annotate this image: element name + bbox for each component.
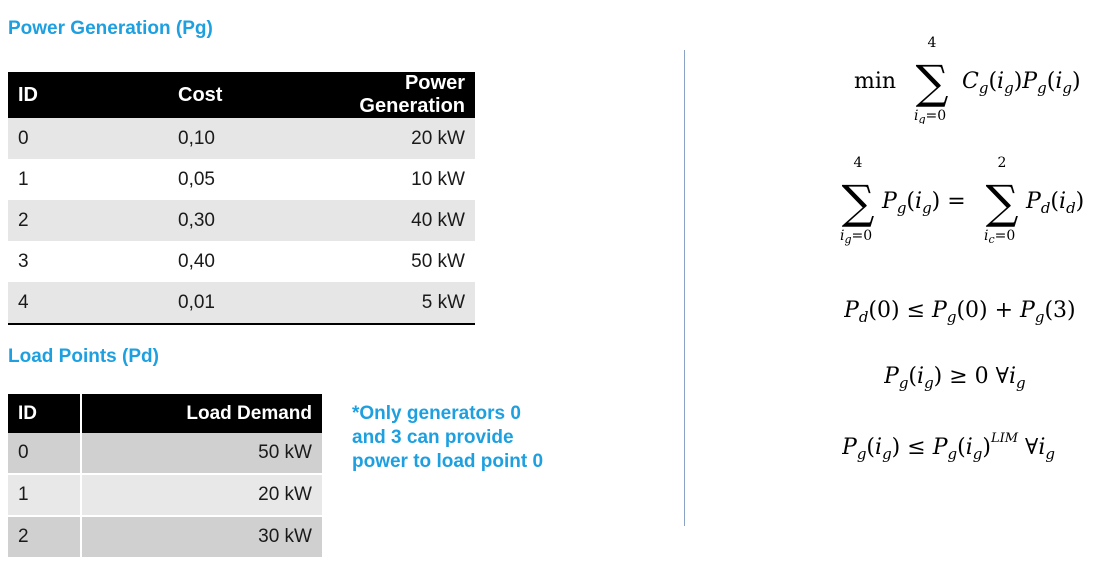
col-cost-header: Cost — [178, 72, 298, 118]
cell-load: 50 kW — [80, 433, 322, 475]
cell-power: 20 kW — [298, 118, 475, 159]
limit-formula: Pg(ig) ≤ Pg(ig)LIM ∀ig — [842, 431, 1055, 463]
cell-id: 4 — [8, 282, 178, 325]
table-row: 0 50 kW — [8, 433, 322, 475]
col-power-header: Power Generation — [298, 72, 475, 118]
limit-text: Pg(ig) ≤ Pg(ig)LIM ∀ig — [842, 431, 1055, 463]
cell-cost: 0,10 — [178, 118, 298, 159]
cell-load: 20 kW — [80, 474, 322, 517]
cell-power: 5 kW — [298, 282, 475, 325]
table-row: 1 0,05 10 kW — [8, 159, 475, 200]
cell-cost: 0,05 — [178, 168, 215, 190]
note-line: *Only generators 0 — [352, 403, 521, 424]
cell-id: 2 — [8, 200, 178, 241]
cell-id: 0 — [8, 433, 81, 475]
table-row: 2 0,30 40 kW — [8, 200, 475, 241]
cell-id: 0 — [8, 118, 178, 159]
min-operator: min — [854, 69, 896, 94]
balance-left: Pg(ig) = — [881, 189, 966, 217]
sum-symbol: ∑ — [916, 55, 949, 109]
sum-upper-limit: 4 — [928, 35, 937, 51]
sum2-lower-limit: ic=0 — [984, 228, 1015, 246]
load-constraint-text: Pd(0) ≤ Pg(0) + Pg(3) — [844, 298, 1076, 326]
table-row: 2 30 kW — [8, 516, 322, 559]
cell-id: 2 — [8, 516, 81, 559]
cell-id: 1 — [8, 474, 81, 517]
nonnegativity-formula: Pg(ig) ≥ 0 ∀ig — [884, 364, 1026, 392]
cell-cost: 0,30 — [178, 200, 298, 241]
load-constraint-formula: Pd(0) ≤ Pg(0) + Pg(3) — [844, 298, 1076, 326]
sum1-symbol: ∑ — [842, 175, 875, 229]
sum2-upper-limit: 2 — [998, 155, 1007, 171]
sum2-symbol: ∑ — [986, 175, 1019, 229]
table-row: 3 0,40 50 kW — [8, 241, 475, 282]
cell-cost: 0,40 — [178, 250, 215, 272]
objective-body: Cg(ig)Pg(ig) — [962, 69, 1081, 97]
col-load-header: Load Demand — [80, 394, 322, 433]
nonnegativity-text: Pg(ig) ≥ 0 ∀ig — [884, 364, 1026, 392]
balance-right: Pd(id) — [1025, 189, 1084, 217]
objective-formula: min 4 ∑ ig=0 Cg(ig)Pg(ig) — [854, 35, 1081, 124]
sum1-upper-limit: 4 — [854, 155, 863, 171]
note-line: and 3 can provide — [352, 427, 514, 448]
table-row: 1 20 kW — [8, 474, 322, 517]
note-line: power to load point 0 — [352, 451, 544, 472]
cell-id: 1 — [18, 168, 29, 190]
cell-load: 30 kW — [80, 516, 322, 559]
col-id-header: ID — [8, 394, 81, 433]
cell-cost: 0,01 — [178, 282, 298, 325]
col-id-header: ID — [8, 72, 178, 118]
balance-formula: 4 ∑ ig=0 Pg(ig) = 2 ∑ ic=0 Pd(id) — [840, 155, 1084, 246]
divider — [684, 50, 685, 526]
table-row: 4 0,01 5 kW — [8, 282, 475, 325]
generation-header-row: ID Cost Power Generation — [8, 72, 475, 118]
cell-power: 40 kW — [298, 200, 475, 241]
load-heading: Load Points (Pd) — [8, 346, 159, 367]
generation-table: ID Cost Power Generation 0 0,10 20 kW 1 … — [8, 72, 475, 325]
cell-power: 10 kW — [411, 168, 465, 190]
load-table: ID Load Demand 0 50 kW 1 20 kW 2 30 kW — [8, 394, 322, 559]
load-header-row: ID Load Demand — [8, 394, 322, 433]
table-row: 0 0,10 20 kW — [8, 118, 475, 159]
cell-id: 3 — [18, 250, 29, 272]
cell-power: 50 kW — [411, 250, 465, 272]
generator-note: *Only generators 0 and 3 can provide pow… — [352, 402, 592, 474]
sum-lower-limit: ig=0 — [914, 108, 946, 124]
sum1-lower-limit: ig=0 — [840, 228, 872, 246]
generation-heading: Power Generation (Pg) — [8, 18, 213, 39]
